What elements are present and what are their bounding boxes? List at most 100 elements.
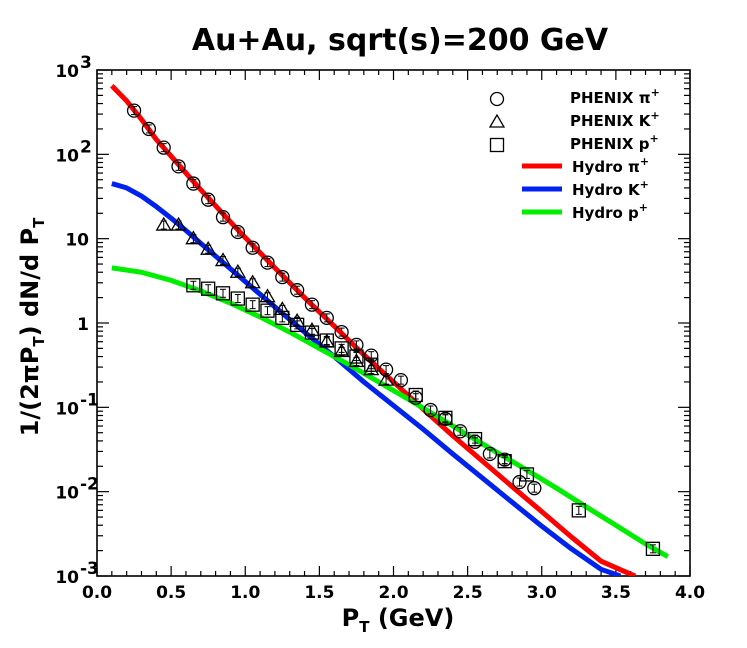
data-point — [319, 333, 334, 348]
data-point — [245, 297, 260, 312]
point-marker — [275, 310, 290, 326]
data-point — [408, 387, 423, 403]
point-marker — [201, 192, 216, 207]
data-point — [185, 230, 202, 245]
legend-entry: PHENIX K+ — [488, 109, 660, 130]
data-point — [519, 467, 535, 482]
y-tick-exponent: -2 — [80, 475, 99, 495]
series-line — [111, 181, 622, 576]
point-marker — [304, 325, 320, 340]
point-marker — [482, 446, 498, 462]
data-point — [377, 371, 395, 386]
x-tick-label: 4.0 — [675, 583, 705, 603]
point-marker — [453, 424, 468, 439]
point-marker — [156, 140, 171, 155]
point-marker — [215, 209, 231, 225]
data-point — [229, 263, 246, 278]
data-point — [289, 317, 305, 333]
point-marker — [214, 252, 232, 267]
point-marker — [497, 454, 512, 469]
point-marker — [201, 281, 216, 296]
point-marker — [348, 353, 365, 368]
data-point — [275, 269, 290, 285]
legend-label: Hydro π+ — [572, 155, 649, 176]
legend-label: PHENIX π+ — [570, 86, 660, 107]
data-point — [289, 283, 305, 298]
data-point — [214, 252, 232, 267]
point-marker — [319, 310, 334, 326]
data-point — [334, 341, 349, 356]
x-tick-label: 1.5 — [304, 583, 334, 603]
data-point — [141, 121, 157, 137]
point-marker — [244, 274, 261, 289]
data-point — [348, 353, 365, 368]
x-tick-label: 0.0 — [82, 583, 112, 603]
y-tick-exponent: 2 — [80, 137, 92, 157]
series-line — [110, 84, 637, 576]
point-marker — [215, 286, 231, 301]
x-tick-label: 3.0 — [527, 583, 557, 603]
data-point — [230, 291, 245, 306]
chart-title: Au+Au, sqrt(s)=200 GeV — [192, 23, 609, 58]
legend-marker — [488, 113, 506, 128]
point-marker — [527, 481, 542, 496]
x-axis: 0.0 0.5 1.0 1.5 2.0 2.5 3.0 3.5 4.0 — [82, 70, 705, 603]
data-point — [364, 357, 379, 372]
data-points — [126, 103, 661, 556]
data-point — [349, 337, 364, 353]
point-marker — [289, 317, 305, 333]
point-marker — [319, 333, 334, 348]
point-marker — [519, 467, 535, 482]
point-marker — [260, 255, 275, 270]
legend-label: Hydro K+ — [572, 178, 649, 199]
data-point — [215, 286, 231, 301]
data-point — [467, 431, 483, 447]
legend-entry: PHENIX p+ — [489, 132, 659, 153]
y-tick-label: 10 — [65, 231, 89, 251]
data-point — [200, 240, 217, 255]
y-axis-title: 1/(2πPT) dN/d PT — [16, 217, 48, 436]
data-point — [171, 159, 186, 174]
y-tick-label: 10 — [55, 62, 79, 82]
data-point — [645, 541, 661, 556]
data-point — [126, 103, 142, 118]
legend-entry: Hydro K+ — [522, 178, 649, 199]
data-point — [201, 281, 216, 296]
x-tick-label: 1.0 — [230, 583, 260, 603]
data-point — [155, 216, 172, 231]
legend-label: Hydro p+ — [572, 201, 648, 222]
point-marker — [155, 216, 172, 231]
point-marker — [645, 541, 661, 556]
point-marker — [364, 357, 379, 372]
y-tick-label: 1 — [77, 315, 89, 335]
y-tick-exponent: 3 — [80, 53, 92, 73]
data-point — [349, 349, 364, 364]
legend-entry: PHENIX π+ — [489, 86, 660, 107]
data-point — [259, 288, 276, 303]
x-tick-label: 2.0 — [378, 583, 408, 603]
data-point — [438, 410, 453, 426]
point-marker — [571, 503, 586, 518]
plot-area: 0.0 0.5 1.0 1.5 2.0 2.5 3.0 3.5 4.010 -310 -210 -11… — [55, 53, 705, 603]
data-point — [260, 255, 275, 270]
point-marker — [171, 159, 186, 174]
legend: PHENIX π+PHENIX K+PHENIX p+Hydro π+Hydro… — [488, 86, 660, 222]
y-tick-exponent: -1 — [80, 390, 99, 410]
series-line — [111, 265, 669, 559]
data-point — [334, 324, 349, 340]
point-marker — [349, 349, 364, 364]
point-marker — [245, 240, 260, 255]
x-axis-title: PT (GeV) — [342, 604, 455, 636]
data-point — [393, 373, 409, 388]
x-tick-label: 0.5 — [156, 583, 186, 603]
x-tick-label: 2.5 — [453, 583, 483, 603]
data-point — [215, 209, 231, 225]
data-point — [186, 278, 201, 293]
data-point — [244, 274, 261, 289]
legend-label: PHENIX K+ — [570, 109, 660, 130]
point-marker — [512, 474, 527, 490]
point-marker — [275, 269, 290, 285]
data-point — [304, 325, 320, 340]
point-marker — [260, 303, 275, 318]
